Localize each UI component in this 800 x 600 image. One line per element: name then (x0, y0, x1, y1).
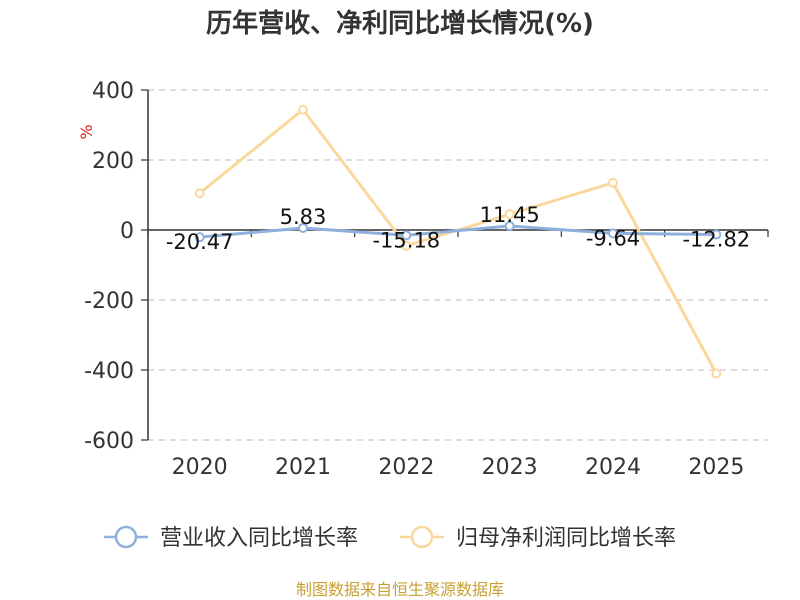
data-point-1 (401, 240, 412, 251)
y-tick-label: -200 (84, 289, 134, 314)
axes: 400 200 0 -200 -400 -600 2020 2021 2022 2023 2024 2… (84, 79, 769, 480)
legend-label-revenue: 营业收入同比增长率 (160, 526, 358, 551)
data-point-1 (504, 209, 515, 220)
data-point-0 (298, 222, 308, 233)
source-note: 制图数据来自恒生聚源数据库 (296, 580, 504, 599)
data-point-0 (401, 230, 412, 241)
x-tick-label: 2020 (172, 455, 228, 480)
data-label: -15.18 (372, 228, 440, 252)
data-point-0 (194, 232, 205, 243)
data-point-0 (504, 220, 515, 231)
y-tick-label: 0 (120, 219, 134, 244)
grid-lines (148, 89, 768, 441)
data-point-1 (608, 177, 618, 188)
y-tick-label: 400 (92, 79, 134, 104)
data-label: -12.82 (682, 227, 750, 251)
data-point-0 (608, 228, 618, 239)
y-axis-unit: % (77, 124, 96, 139)
data-point-1 (298, 104, 308, 115)
legend-marker-net-profit (410, 525, 434, 549)
data-point-1 (711, 368, 722, 379)
y-tick-label: -400 (84, 359, 134, 384)
y-tick-label: 200 (92, 149, 134, 174)
x-tick-label: 2024 (585, 455, 641, 480)
data-point-0 (711, 229, 722, 240)
series-line-0 (199, 224, 717, 239)
x-tick-label: 2021 (275, 455, 331, 480)
x-tick-label: 2025 (688, 455, 744, 480)
data-labels: -20.47 5.83 -15.18 11.45 -9.64 -12.82 (166, 203, 750, 254)
legend-item-revenue[interactable]: 营业收入同比增长率 (104, 525, 358, 551)
data-label: -9.64 (586, 226, 640, 250)
legend-marker-revenue (114, 525, 138, 549)
data-label: 11.45 (480, 203, 540, 227)
data-label: 5.83 (280, 205, 327, 229)
legend-label-net-profit: 归母净利润同比增长率 (456, 526, 676, 551)
x-tick-label: 2023 (482, 455, 538, 480)
series-lines (194, 104, 722, 379)
x-tick-label: 2022 (378, 455, 434, 480)
legend-item-net-profit[interactable]: 归母净利润同比增长率 (400, 525, 676, 551)
legend[interactable]: 营业收入同比增长率 归母净利润同比增长率 (104, 525, 676, 551)
data-point-1 (194, 188, 205, 199)
chart-title: 历年营收、净利同比增长情况(%) (206, 8, 594, 39)
y-tick-label: -600 (84, 429, 134, 454)
data-label: -20.47 (166, 230, 234, 254)
